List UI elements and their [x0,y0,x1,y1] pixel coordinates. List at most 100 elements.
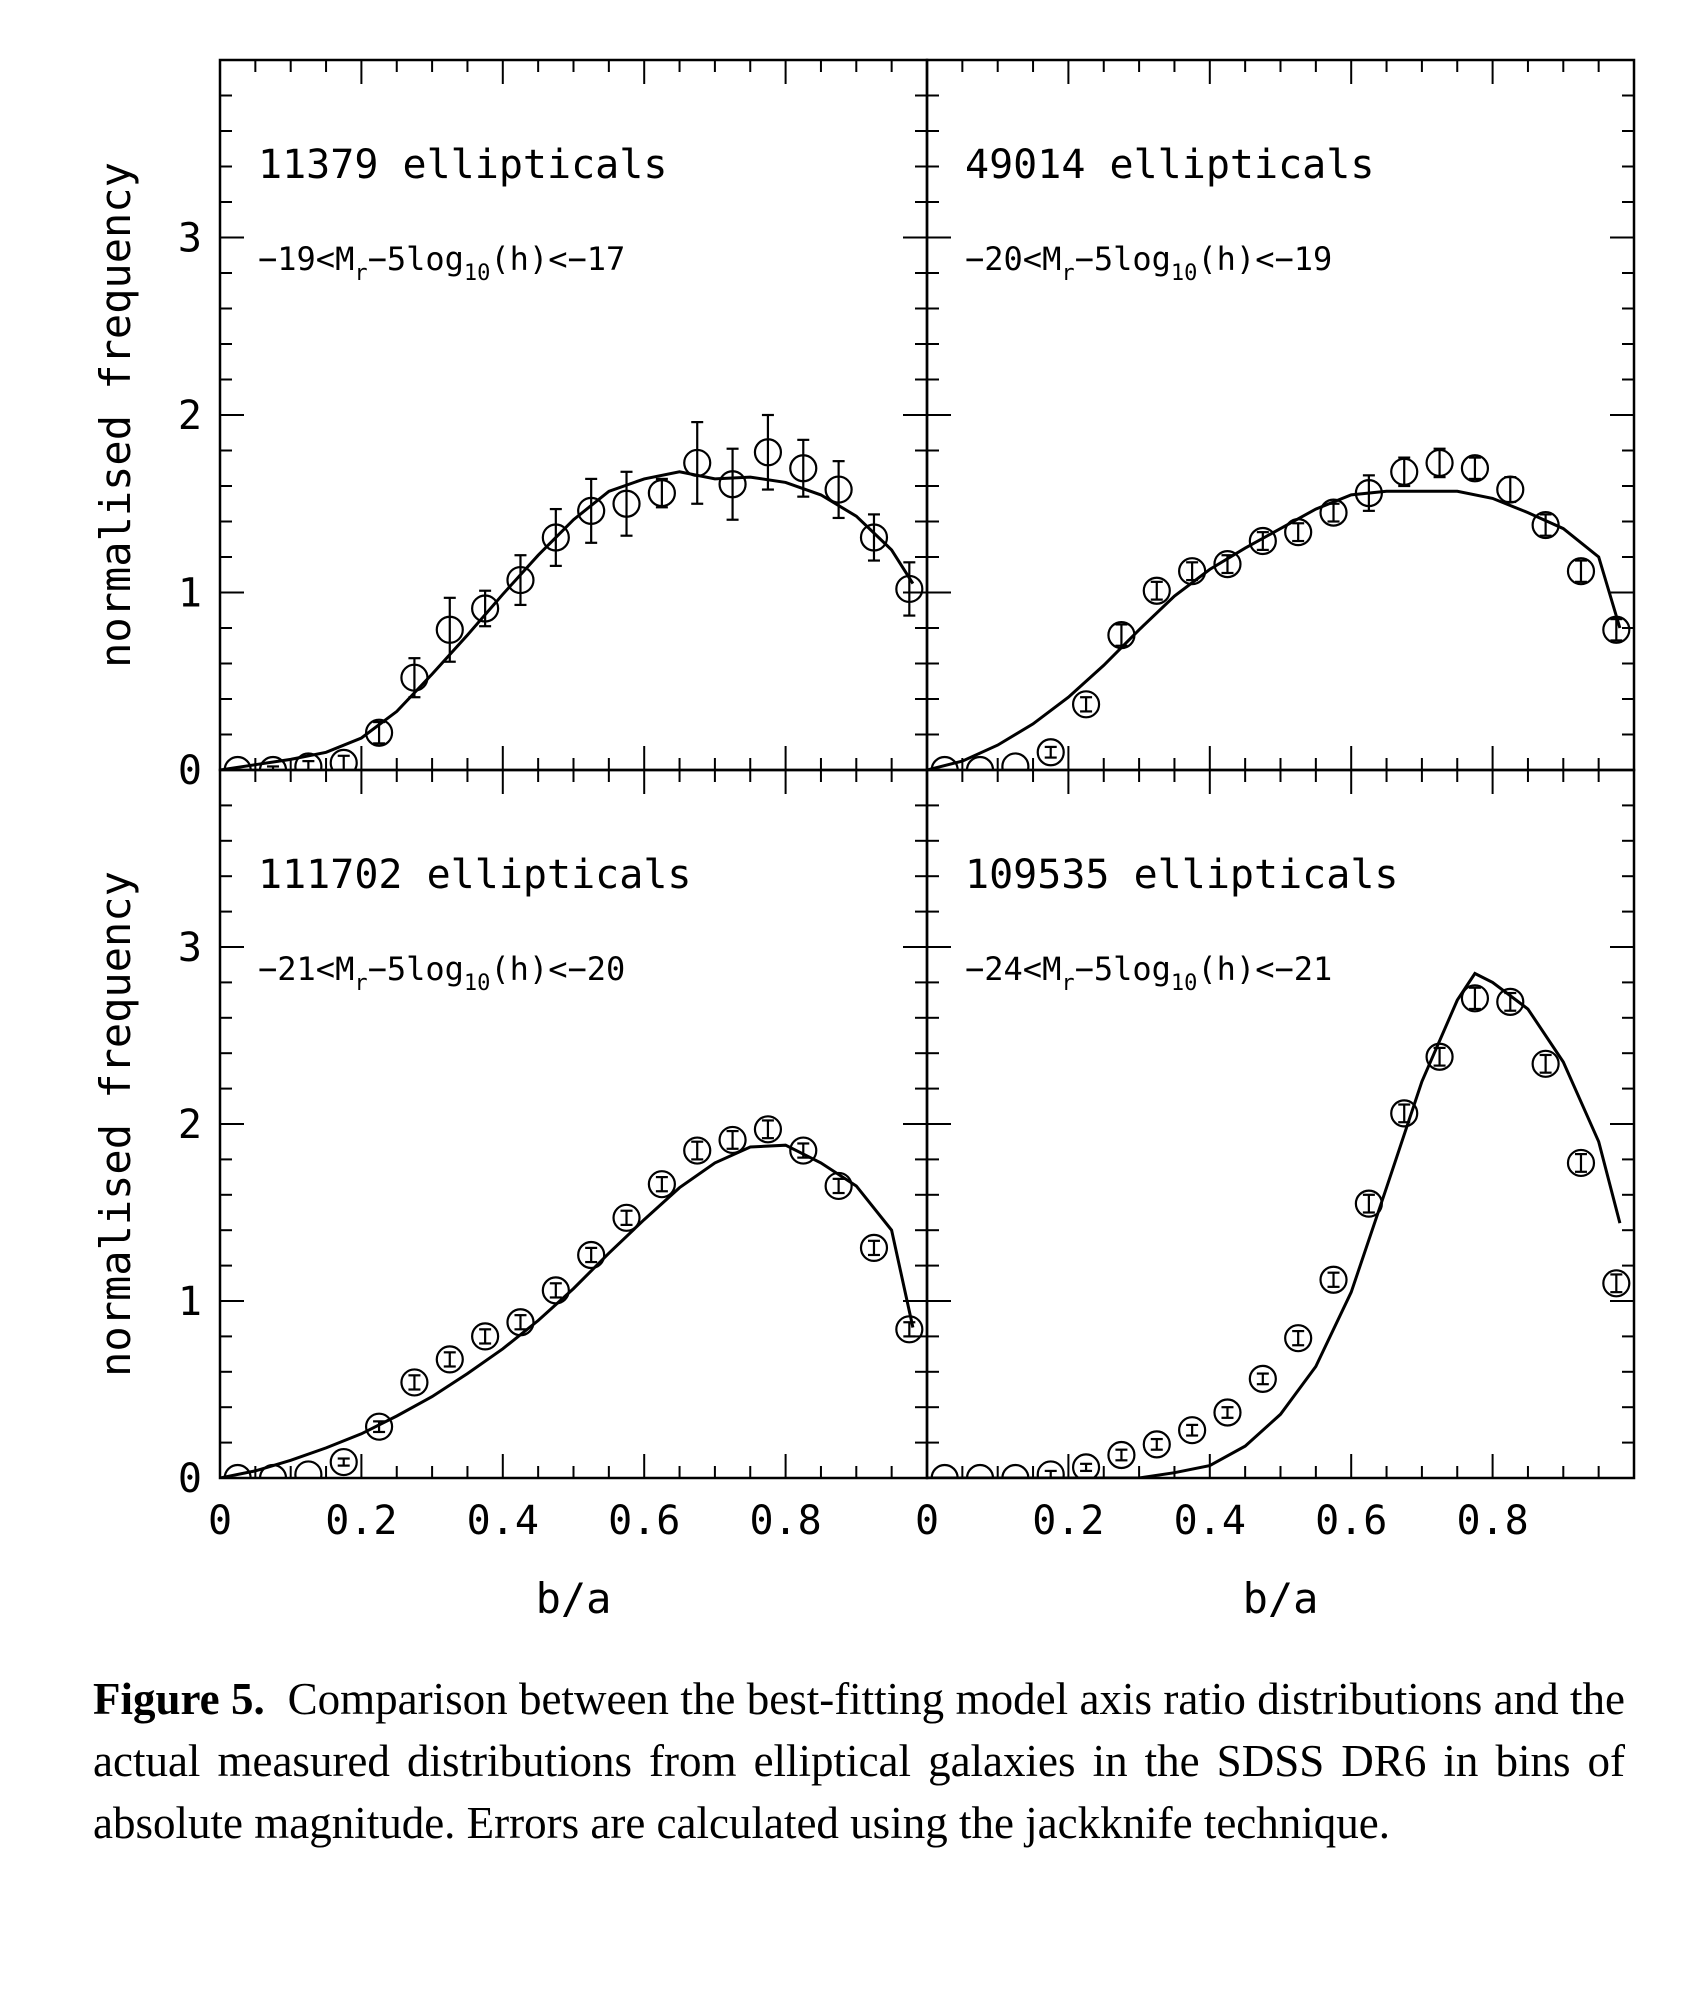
point-marker [859,1233,889,1263]
error-bar [655,1175,668,1193]
data-point [612,1203,641,1232]
error-bar [1433,447,1446,479]
mag-pre: −19<M [258,240,354,278]
ticks [927,770,1634,1478]
error-bar [1080,696,1093,713]
error-bar [726,1129,739,1150]
data-point [1566,1148,1596,1178]
data-point [294,1460,323,1478]
data-point [1213,549,1242,579]
point-marker [1284,518,1313,547]
data-point [400,1368,429,1397]
data-point [1284,518,1313,547]
data-point [753,1115,783,1144]
mag-post: (h)<−17 [490,240,625,278]
point-marker [294,752,323,770]
y-tick-label: 0 [178,748,202,794]
data-point [1142,576,1171,605]
data-point [683,1136,712,1165]
point-marker [364,718,394,747]
point-marker [1531,1049,1560,1078]
error-bar [1504,476,1517,504]
ticks [927,60,1634,770]
error-bar [585,477,598,544]
mag-mid: −5log [368,950,464,988]
data-point [1354,474,1383,512]
x-tick-label: 0 [208,1498,232,1544]
error-bar [1115,623,1128,647]
y-axis-label: normalised frequency [91,162,140,668]
error-bar [903,561,916,617]
x-tick-label: 0.6 [1315,1498,1387,1544]
error-bar [337,754,350,770]
error-bar [1292,522,1305,543]
ticks [220,770,927,1478]
data-point [824,1171,853,1201]
error-bar [1115,1448,1128,1462]
point-marker [683,1136,712,1165]
y-tick-label: 3 [178,216,202,262]
data-point [1319,1265,1348,1294]
plot-area [220,1115,924,1478]
error-bar [479,589,492,628]
point-marker [1248,526,1277,556]
panel-2: 49014 ellipticals −20<Mr−5log10(h)<−19 [925,58,1636,772]
data-point [1284,1324,1313,1353]
point-marker [824,1171,853,1201]
mag-post: (h)<−19 [1197,240,1332,278]
point-marker [1425,1042,1454,1071]
x-tick-label: 0.8 [1456,1498,1528,1544]
point-marker [1071,1453,1101,1478]
plot-area [220,413,924,770]
data-point [1425,1042,1454,1071]
point-marker [541,1276,570,1305]
error-bar [1186,561,1199,582]
error-bar [691,421,704,505]
point-marker [1036,738,1065,767]
data-point [1142,1430,1171,1459]
point-marker [1566,1148,1596,1178]
data-point [400,657,429,699]
data-point [859,513,889,562]
mag-post: (h)<−21 [1197,950,1332,988]
error-bar [408,1374,421,1391]
error-bar [1221,1406,1234,1419]
point-marker [1178,557,1207,586]
data-point [541,507,570,567]
point-marker [329,1447,358,1477]
data-point [541,1276,570,1305]
data-point [1460,454,1490,483]
error-bar [761,413,774,491]
data-point [1248,526,1277,556]
point-marker [930,755,959,770]
error-bar [1539,513,1552,537]
data-point [1248,1364,1277,1393]
point-marker [1531,510,1560,540]
data-point [294,752,323,770]
plot-area [927,971,1631,1478]
error-bar [867,513,880,562]
error-bar [1574,1152,1587,1173]
y-axis-label: normalised frequency [91,871,140,1377]
error-bar [337,1457,350,1467]
data-point [1178,557,1207,586]
data-point [965,755,995,770]
error-bar [1610,618,1623,642]
error-bar [1362,1193,1375,1214]
data-point [471,589,500,628]
error-bar [1327,502,1340,523]
data-point [577,477,606,544]
data-point [223,1463,252,1478]
error-bar [1398,1103,1411,1124]
x-tick-label: 0 [915,1498,939,1544]
data-point [1178,1416,1207,1445]
plot-area [927,447,1631,770]
mag-post: (h)<−20 [490,950,625,988]
caption-text: Comparison between the best-fitting mode… [93,1674,1625,1848]
data-point [1531,1049,1560,1078]
data-point [506,554,535,607]
data-point [506,1308,535,1337]
mag-sub1: r [1061,261,1074,286]
error-bar [373,1420,386,1434]
error-bar [1044,1469,1057,1478]
